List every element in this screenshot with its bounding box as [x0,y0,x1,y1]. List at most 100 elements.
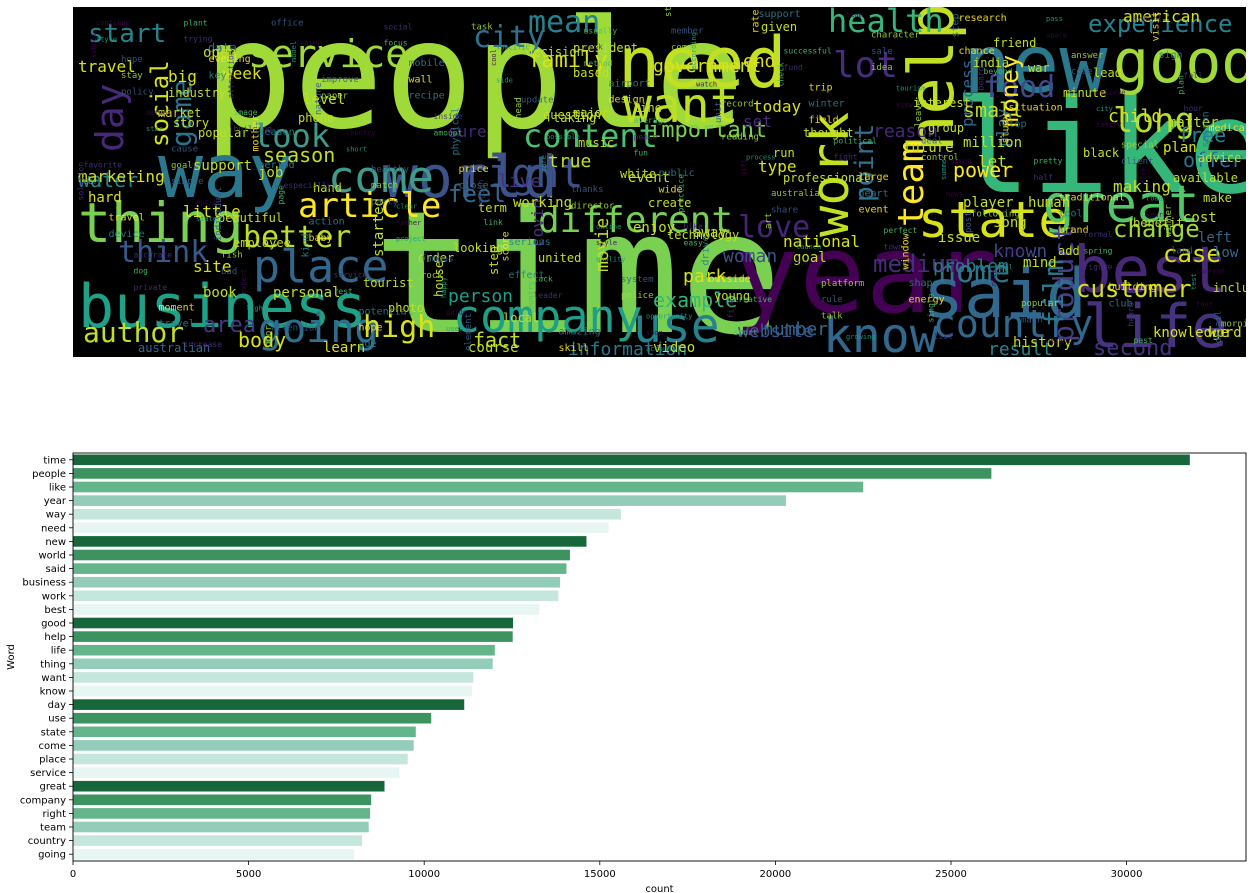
cloud-word-small: rest [334,287,353,296]
cloud-word-small: season [259,127,295,138]
cloud-word-small: fall [1184,71,1203,80]
cloud-word-small: inside [434,112,463,121]
cloud-word-small: star [146,125,163,133]
bar-come [73,740,414,751]
word-cloud: people time like year way need new business worl… [73,7,1246,357]
cloud-word-small: image [234,108,258,117]
cloud-word-small: special [1121,140,1159,150]
cloud-word-small: mother [251,115,262,151]
cloud-word: lot [833,45,898,86]
cloud-word: country [933,302,1093,346]
cloud-word: person [448,286,513,307]
cloud-word: data [208,41,237,55]
cloud-word-small: model [290,41,298,62]
cloud-word-small: half [1034,173,1053,182]
cloud-word: big [168,67,197,86]
cloud-word-small: skill [559,343,589,354]
cloud-word-small: wall [409,74,433,85]
y-tick-label: people [32,469,66,480]
cloud-word: week [223,64,262,83]
cloud-word-small: largest [996,247,1026,255]
cloud-word: order [418,251,454,265]
cloud-word: given [761,20,797,34]
bar-way [73,508,621,520]
cloud-word-small: event [859,205,889,216]
cloud-word-small: tool [1059,209,1083,220]
cloud-word: beautiful [218,211,283,225]
cloud-word-small: car [84,177,99,186]
cloud-word: based [573,66,609,80]
cloud-word: need [618,22,787,104]
cloud-word: goal [793,250,827,266]
cloud-word-small: spring [1084,246,1113,255]
cloud-word-small: actually [146,109,180,117]
bar-company [73,794,372,806]
bar-time [73,454,1190,466]
y-tick-label: good [41,619,66,630]
cloud-word-small: effect [509,270,545,281]
bar-new [73,536,587,547]
y-tick-label: thing [40,659,66,670]
cloud-word-small: match [371,181,398,191]
cloud-word-small: post [964,211,974,233]
cloud-word-small: morning [1221,320,1246,330]
x-tick-label: 10000 [408,869,440,880]
cloud-word: live [498,171,541,192]
cloud-word-small: close [459,180,489,191]
cloud-word-small: option [196,198,221,206]
cloud-word-small: shape [909,278,939,289]
cloud-word-small: news [946,190,963,198]
bar-help [73,631,513,642]
cloud-word-small: weight [1046,337,1071,345]
cloud-word-small: private [134,283,168,292]
cloud-word-small: leave [914,100,924,127]
cloud-word: result [988,339,1053,357]
y-tick-label: like [49,483,66,494]
cloud-word-small: director [571,202,615,212]
bar-going [73,848,354,860]
y-tick-label: state [41,727,66,738]
cloud-word: use [633,298,720,354]
cloud-word-small: nature [314,82,324,115]
cloud-word-small: team [846,11,863,19]
bar-chart-canvas: time people like year way need new world said bus… [6,452,1247,893]
cloud-word-small: period [259,160,295,171]
cloud-word: cost [1183,210,1217,226]
cloud-word-small: heart [859,188,889,199]
cloud-word-small: recipe [409,91,445,102]
cloud-word: movie [592,218,613,272]
cloud-word: food [983,70,1055,105]
cloud-word-small: fall [996,264,1013,272]
cloud-word-small: light [246,304,267,312]
cloud-word: knowledge [1153,325,1229,341]
cloud-word-small: action [309,217,345,228]
cloud-word-small: center [296,40,321,48]
cloud-word: course [468,340,519,356]
cloud-word: want [623,78,739,134]
cloud-word-small: serious [509,237,551,248]
cloud-word-small: side [496,76,513,84]
cloud-word: family [528,48,607,73]
cloud-word: people [203,7,745,163]
cloud-word-small: share [771,206,798,216]
cloud-word-small: office [271,18,304,28]
cloud-word: free [1178,123,1226,147]
cloud-word-small: client [1121,157,1154,167]
cloud-word: day [88,83,132,152]
cloud-word: game [165,80,198,147]
cloud-word: social [146,60,174,147]
y-tick-label: new [45,537,66,548]
cloud-word: create [648,196,691,210]
cloud-word: time [373,175,782,357]
cloud-word: employee [233,236,291,250]
cloud-word-small: believe [1096,88,1126,96]
cloud-word-small: successful [784,47,832,56]
cloud-word-small: field [809,115,839,126]
cloud-word-small: goal [171,161,193,171]
y-tick-label: place [39,755,66,766]
y-tick-label: day [48,700,66,711]
cloud-word-small: key [209,70,227,81]
y-tick-label: best [44,605,66,616]
cloud-word-small: project [396,235,426,243]
cloud-word: home [938,255,1010,290]
